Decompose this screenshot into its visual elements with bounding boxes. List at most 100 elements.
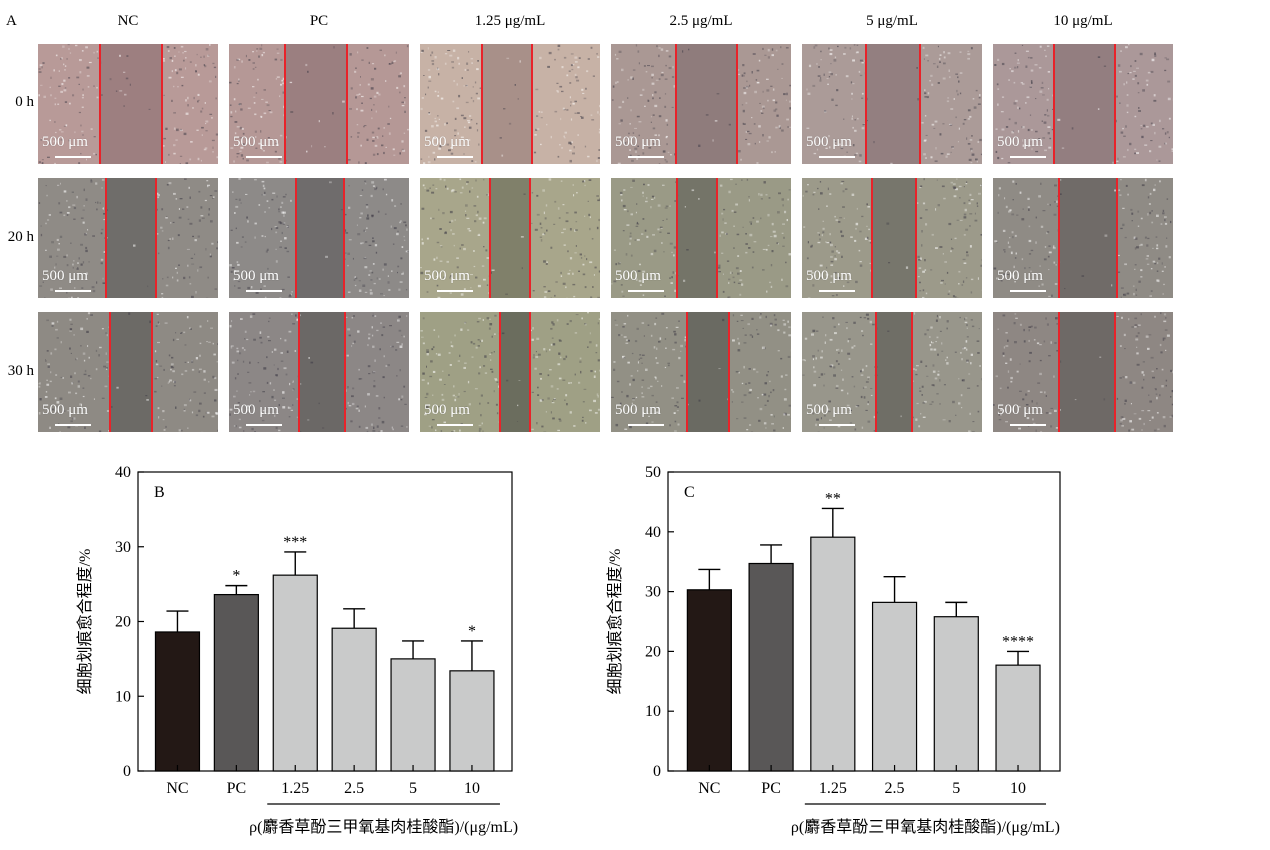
c-significance-10: **** bbox=[1002, 633, 1034, 650]
b-bar-10 bbox=[449, 670, 495, 772]
micrograph-2-4: 500 μm bbox=[802, 312, 982, 432]
c-bar-5 bbox=[933, 616, 979, 772]
micrograph-1-4: 500 μm bbox=[802, 178, 982, 298]
column-header-5: 5 μg/mL bbox=[866, 13, 918, 29]
micrograph-1-5: 500 μm bbox=[993, 178, 1173, 298]
b-ytick-label: 0 bbox=[123, 763, 131, 780]
b-bar-2.5 bbox=[331, 627, 377, 772]
scale-bar bbox=[1010, 424, 1046, 426]
c-bar-1.25 bbox=[810, 536, 856, 772]
scale-bar-label: 500 μm bbox=[806, 134, 852, 150]
b-significance-10: * bbox=[468, 623, 476, 640]
c-xtick-label-2.5: 2.5 bbox=[885, 780, 905, 797]
b-ytick-label: 30 bbox=[115, 539, 131, 556]
micrograph-0-0: 500 μm bbox=[38, 44, 218, 164]
row-header-0h: 0 h bbox=[15, 94, 34, 110]
c-bar-2.5 bbox=[871, 601, 918, 772]
c-ytick-label: 0 bbox=[653, 763, 661, 780]
scale-bar-label: 500 μm bbox=[42, 268, 88, 284]
micrograph-0-3: 500 μm bbox=[611, 44, 791, 164]
scale-bar bbox=[628, 290, 664, 292]
micrograph-0-5: 500 μm bbox=[993, 44, 1173, 164]
scale-bar bbox=[628, 156, 664, 158]
b-panel-label: B bbox=[154, 484, 165, 501]
scale-bar-label: 500 μm bbox=[615, 134, 661, 150]
b-xtick-label-2.5: 2.5 bbox=[344, 780, 364, 797]
scale-bar-label: 500 μm bbox=[233, 134, 279, 150]
scale-bar-label: 500 μm bbox=[42, 134, 88, 150]
scale-bar bbox=[1010, 156, 1046, 158]
b-bar-NC bbox=[154, 631, 201, 772]
c-x-axis-label: ρ(麝香草酚三甲氧基肉桂酸酯)/(μg/mL) bbox=[791, 818, 1060, 836]
bar-chart-c: 0 10 20 30 40 50 NC PC ** 1.25 2.5 5 **** 10 ρ(麝香草酚三甲氧… bbox=[606, 464, 1061, 836]
b-ytick-label: 40 bbox=[115, 464, 131, 481]
scale-bar bbox=[55, 290, 91, 292]
scale-bar bbox=[246, 424, 282, 426]
row-header-20h: 20 h bbox=[7, 229, 34, 245]
c-ytick-label: 10 bbox=[645, 703, 661, 720]
micrograph-2-5: 500 μm bbox=[993, 312, 1173, 432]
b-bar-PC bbox=[213, 593, 259, 772]
scale-bar bbox=[437, 290, 473, 292]
column-header-pc: PC bbox=[309, 13, 329, 29]
scale-bar-label: 500 μm bbox=[615, 268, 661, 284]
c-ytick-label: 40 bbox=[645, 524, 661, 541]
scale-bar-label: 500 μm bbox=[997, 402, 1043, 418]
micrograph-1-2: 500 μm bbox=[420, 178, 600, 298]
c-bar-NC bbox=[686, 589, 732, 772]
b-xtick-label-5: 5 bbox=[409, 780, 417, 797]
c-panel-label: C bbox=[684, 484, 695, 501]
b-xtick-label-1.25: 1.25 bbox=[281, 780, 309, 797]
column-header-1-25: 1.25 μg/mL bbox=[474, 13, 546, 29]
c-plot-frame bbox=[667, 471, 1061, 772]
b-xtick-label-NC: NC bbox=[166, 780, 188, 797]
scale-bar bbox=[55, 156, 91, 158]
micrograph-0-1: 500 μm bbox=[229, 44, 409, 164]
micrograph-0-4: 500 μm bbox=[802, 44, 982, 164]
micrograph-2-1: 500 μm bbox=[229, 312, 409, 432]
c-ytick-label: 20 bbox=[645, 643, 661, 660]
b-bar-1.25 bbox=[272, 574, 318, 772]
micrograph-1-3: 500 μm bbox=[611, 178, 791, 298]
column-header-2-5: 2.5 μg/mL bbox=[669, 13, 733, 29]
micrograph-2-2: 500 μm bbox=[420, 312, 600, 432]
scale-bar bbox=[819, 424, 855, 426]
c-ytick-label: 30 bbox=[645, 584, 661, 601]
bar-chart-b: 0 10 20 30 40 NC * PC *** 1.25 2.5 5 * 10 ρ(麝香草酚三甲氧基肉桂… bbox=[76, 464, 518, 836]
scale-bar-label: 500 μm bbox=[997, 134, 1043, 150]
b-xtick-label-PC: PC bbox=[227, 780, 247, 797]
b-ytick-label: 10 bbox=[115, 688, 131, 705]
c-ytick-label: 50 bbox=[645, 464, 661, 481]
c-xtick-label-PC: PC bbox=[761, 780, 781, 797]
scale-bar-label: 500 μm bbox=[233, 402, 279, 418]
c-xtick-label-NC: NC bbox=[698, 780, 720, 797]
scale-bar bbox=[1010, 290, 1046, 292]
c-xtick-label-1.25: 1.25 bbox=[819, 780, 847, 797]
scale-bar-label: 500 μm bbox=[806, 402, 852, 418]
c-xtick-label-10: 10 bbox=[1010, 780, 1026, 797]
scale-bar-label: 500 μm bbox=[233, 268, 279, 284]
row-header-30h: 30 h bbox=[7, 363, 34, 379]
b-xtick-label-10: 10 bbox=[464, 780, 480, 797]
b-bar-5 bbox=[390, 658, 436, 772]
micrograph-2-0: 500 μm bbox=[38, 312, 218, 432]
b-significance-PC: * bbox=[232, 568, 240, 585]
scale-bar-label: 500 μm bbox=[806, 268, 852, 284]
micrograph-2-3: 500 μm bbox=[611, 312, 791, 432]
scale-bar bbox=[55, 424, 91, 426]
c-y-axis-label: 细胞划痕愈合程度/% bbox=[606, 549, 624, 695]
c-significance-1.25: ** bbox=[825, 490, 841, 507]
scale-bar bbox=[819, 156, 855, 158]
scale-bar-label: 500 μm bbox=[997, 268, 1043, 284]
scale-bar bbox=[246, 156, 282, 158]
c-xtick-label-5: 5 bbox=[952, 780, 960, 797]
c-bar-10 bbox=[995, 664, 1041, 772]
scale-bar bbox=[437, 424, 473, 426]
column-header-nc: NC bbox=[117, 13, 139, 29]
c-bar-PC bbox=[748, 562, 794, 772]
b-significance-1.25: *** bbox=[283, 534, 307, 551]
scale-bar-label: 500 μm bbox=[615, 402, 661, 418]
scale-bar bbox=[819, 290, 855, 292]
column-header-10: 10 μg/mL bbox=[1053, 13, 1113, 29]
micrograph-1-0: 500 μm bbox=[38, 178, 218, 298]
